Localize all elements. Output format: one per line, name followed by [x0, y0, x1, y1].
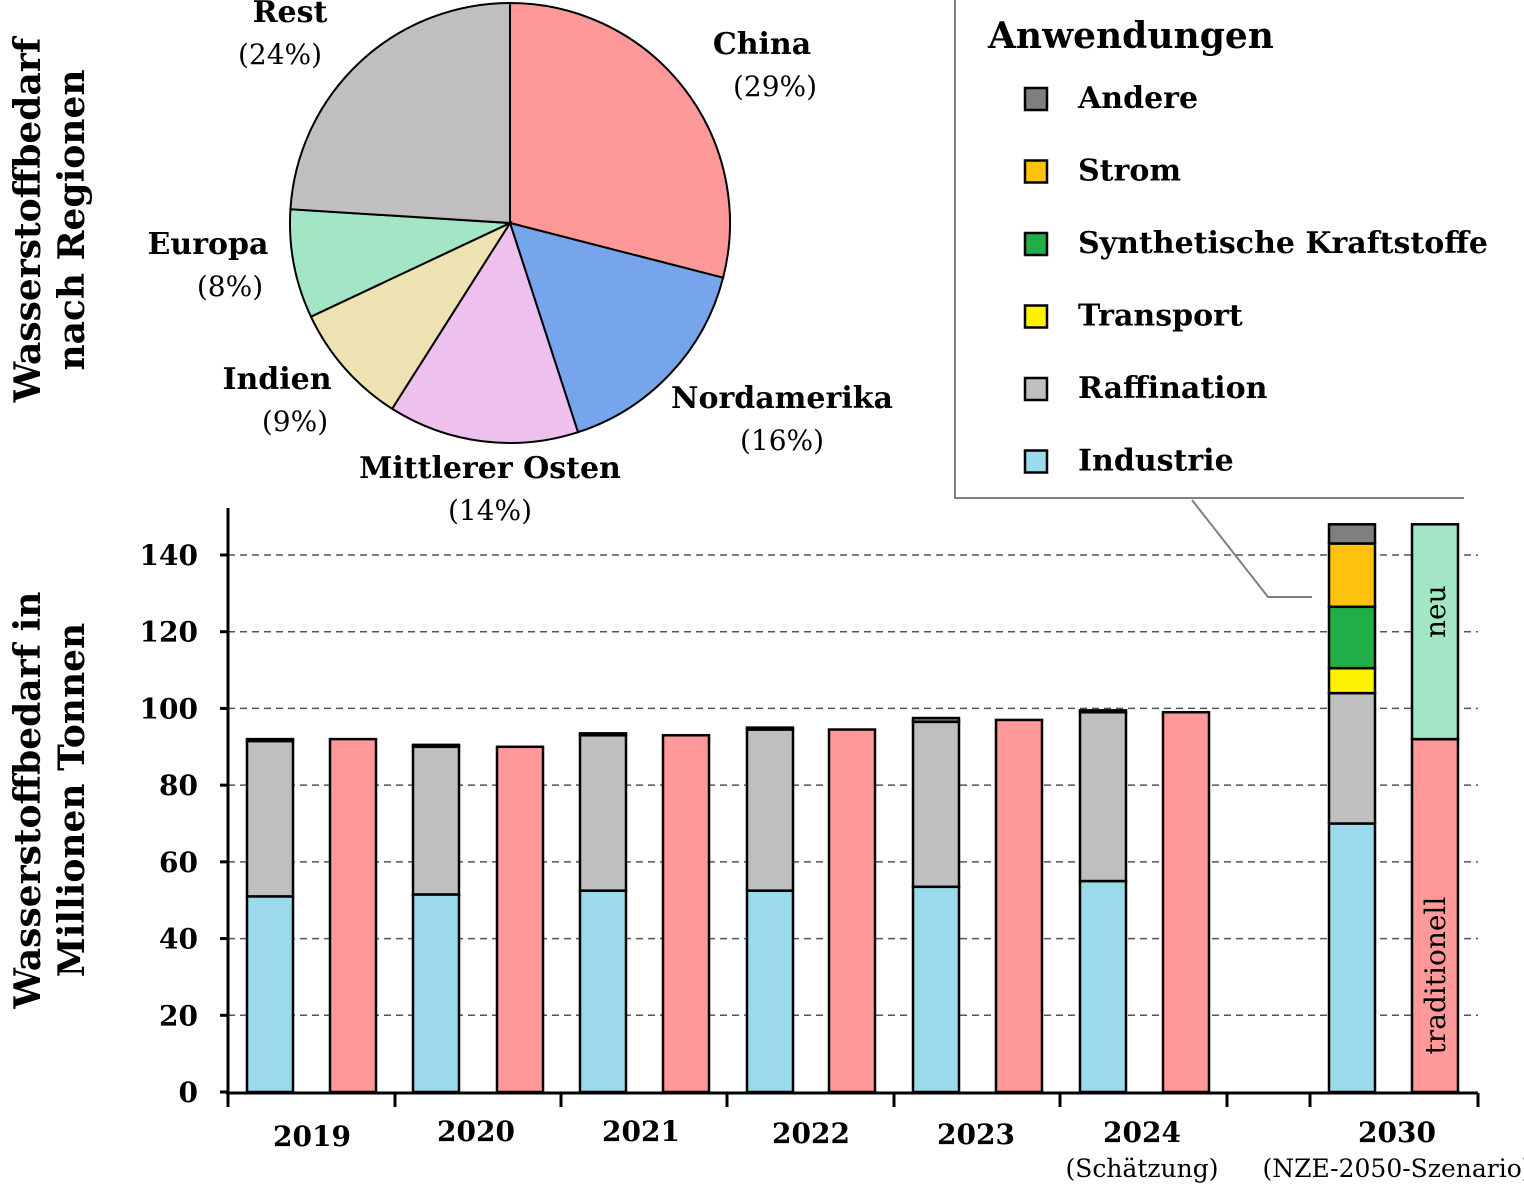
- bar-2019-industrie: [245, 895, 295, 1094]
- bar-2024-traditionell: [1161, 711, 1211, 1094]
- y-tick-label-80: 80: [159, 769, 198, 802]
- pie-pct-mittlerer-osten: (14%): [448, 494, 532, 527]
- bar-2030-industrie: [1327, 822, 1377, 1094]
- bar-2020-raffination: [411, 745, 461, 896]
- pie-ylabel-line1: Wasserstoffbedarf: [7, 35, 49, 403]
- bar-2021-traditionell: [661, 734, 711, 1094]
- y-tick-label-120: 120: [140, 616, 198, 649]
- bar-2030-andere: [1327, 523, 1377, 545]
- pie-label-mittlerer-osten: Mittlerer Osten: [359, 451, 621, 486]
- bar-2020-industrie: [411, 893, 461, 1094]
- bar-2019-andere: [245, 737, 295, 743]
- bar-2019-raffination: [245, 739, 295, 898]
- legend-swatch-strom: [1023, 159, 1049, 184]
- bar-series: [245, 523, 1460, 1094]
- y-tick-label-20: 20: [159, 999, 198, 1032]
- pie-pct-europa: (8%): [197, 270, 263, 303]
- pie-label-indien: Indien: [222, 362, 331, 397]
- legend-swatch-transport: [1023, 304, 1049, 329]
- bar-2030-raffination: [1327, 691, 1377, 825]
- bar-2022-andere: [745, 726, 795, 731]
- bar-2024-raffination: [1078, 711, 1128, 883]
- bar-2022-raffination: [745, 728, 795, 892]
- legend-callout-line: [1191, 499, 1312, 598]
- x-label-2024: 2024: [1103, 1116, 1181, 1149]
- pie-ylabel-line2: nach Regionen: [51, 69, 93, 370]
- legend-label-raffination: Raffination: [1078, 371, 1268, 406]
- bar-2023-traditionell: [994, 718, 1044, 1094]
- pie-slice-rest: [289, 1, 511, 225]
- legend: Anwendungen Andere Strom Synthetische Kraf…: [954, 0, 1488, 499]
- pie-pct-rest: (24%): [238, 38, 322, 71]
- pie-chart: [289, 1, 731, 444]
- pie-slice-indien: [309, 220, 513, 411]
- legend-label-synthetische-kraftstoffe: Synthetische Kraftstoffe: [1078, 226, 1488, 261]
- bar-2022-traditionell: [827, 728, 877, 1094]
- pie-slice-mittlerer-osten: [390, 220, 580, 444]
- y-tick-label-100: 100: [140, 692, 198, 725]
- x-sublabel-2030: (NZE-2050-Szenario): [1262, 1154, 1524, 1183]
- bar-2024-andere: [1078, 709, 1128, 714]
- y-axis-ticks: 0 20 40 60 80 100 120 140: [140, 539, 228, 1109]
- x-label-2021: 2021: [602, 1115, 680, 1148]
- y-tick-label-40: 40: [159, 923, 198, 956]
- legend-label-industrie: Industrie: [1078, 444, 1234, 479]
- y-tick-label-60: 60: [159, 846, 198, 879]
- bar-ylabel-line1: Wasserstoffbedarf in: [7, 592, 49, 1010]
- bar-label-traditionell: traditionell: [1419, 897, 1452, 1055]
- bar-2030-synthetische-kraftstoffe: [1327, 605, 1377, 670]
- pie-pct-china: (29%): [733, 70, 817, 103]
- x-label-2020: 2020: [437, 1115, 515, 1148]
- pie-labels: China (29%) Nordamerika (16%) Mittlerer Oste…: [148, 0, 893, 527]
- pie-label-europa: Europa: [148, 227, 269, 262]
- bar-label-neu: neu: [1419, 585, 1452, 638]
- bar-2024-industrie: [1078, 879, 1128, 1094]
- legend-label-transport: Transport: [1078, 299, 1243, 334]
- legend-swatch-raffination: [1023, 376, 1049, 402]
- bar-2020-traditionell: [495, 745, 545, 1094]
- legend-title: Anwendungen: [987, 15, 1274, 57]
- bar-2022-industrie: [745, 889, 795, 1094]
- pie-slice-nordamerika: [508, 221, 725, 434]
- pie-slice-europa: [289, 208, 511, 319]
- bar-2019-traditionell: [328, 737, 378, 1094]
- legend-swatch-industrie: [1023, 449, 1049, 474]
- bar-2023-raffination: [911, 720, 961, 889]
- pie-label-rest: Rest: [253, 0, 328, 30]
- y-tick-label-0: 0: [179, 1076, 198, 1109]
- legend-label-strom: Strom: [1078, 154, 1181, 189]
- legend-swatch-synthetische-kraftstoffe: [1023, 231, 1049, 257]
- x-label-2019: 2019: [273, 1120, 351, 1153]
- pie-label-china: China: [713, 27, 811, 62]
- bar-2023-industrie: [911, 885, 961, 1094]
- bar-2021-andere: [578, 732, 628, 737]
- y-tick-label-140: 140: [140, 539, 198, 572]
- legend-box: [954, 0, 1464, 499]
- x-label-2022: 2022: [772, 1117, 850, 1150]
- bar-axes: [226, 508, 1480, 1107]
- bar-2030-traditionell: [1410, 737, 1460, 1094]
- bar-2021-raffination: [578, 734, 628, 892]
- pie-slice-china: [509, 1, 731, 279]
- bar-2020-andere: [411, 743, 461, 749]
- x-label-2030: 2030: [1358, 1116, 1436, 1149]
- x-axis-labels: 2019 2020 2021 2022 2023 2024 (Schätzung) 2030 (…: [273, 1115, 1524, 1183]
- bar-2030-strom: [1327, 542, 1377, 609]
- x-label-2023: 2023: [937, 1118, 1015, 1151]
- bar-ylabel-line2: Millionen Tonnen: [51, 623, 93, 977]
- bar-2030-transport: [1327, 666, 1377, 695]
- legend-label-andere: Andere: [1077, 81, 1198, 116]
- bar-2021-industrie: [578, 889, 628, 1094]
- bar-2030-neu: [1410, 523, 1460, 741]
- pie-pct-nordamerika: (16%): [740, 424, 824, 457]
- pie-pct-indien: (9%): [262, 405, 328, 438]
- legend-swatch-andere: [1023, 86, 1049, 112]
- x-sublabel-2024: (Schätzung): [1065, 1154, 1218, 1183]
- pie-label-nordamerika: Nordamerika: [671, 381, 893, 416]
- bar-2023-andere: [911, 716, 961, 724]
